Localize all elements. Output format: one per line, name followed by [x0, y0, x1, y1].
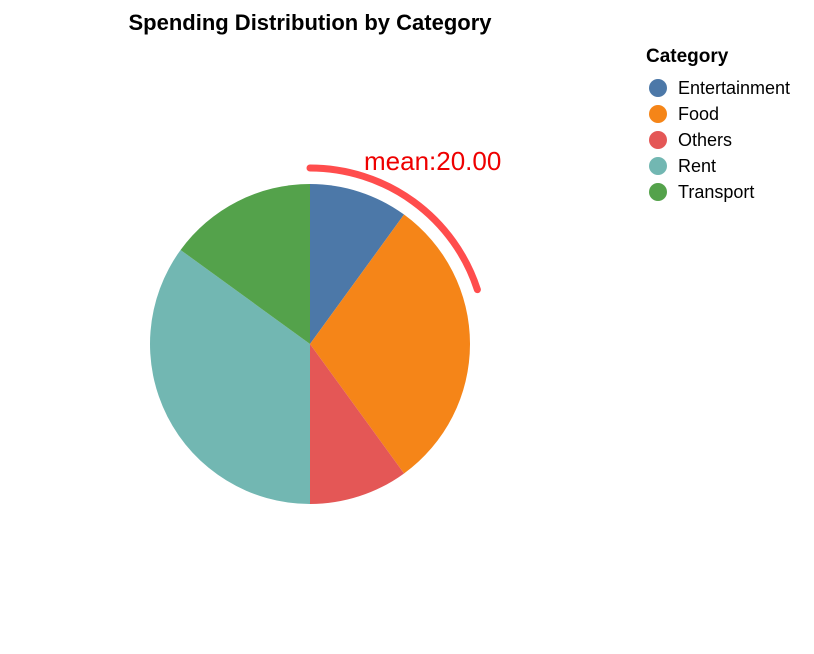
pie-slices	[150, 184, 471, 504]
pie-slice-others	[310, 344, 405, 504]
legend-label-transport: Transport	[678, 182, 754, 202]
pie-slice-entertainment	[310, 184, 405, 344]
mean-annotation-arc	[306, 164, 481, 294]
legend-label-entertainment: Entertainment	[678, 78, 790, 98]
legend-label-others: Others	[678, 130, 732, 150]
legend-swatch-transport	[649, 183, 667, 201]
legend-swatch-others	[649, 131, 667, 149]
pie-slice-rent	[150, 249, 310, 504]
legend: Category Entertainment Food Others Rent Tran…	[646, 46, 790, 202]
legend-label-rent: Rent	[678, 156, 716, 176]
legend-swatch-entertainment	[649, 79, 667, 97]
chart-title: Spending Distribution by Category	[128, 10, 492, 35]
legend-swatch-food	[649, 105, 667, 123]
mean-annotation-label: mean:20.00	[364, 146, 501, 176]
legend-label-food: Food	[678, 104, 719, 124]
pie-slice-transport	[180, 184, 310, 344]
legend-swatch-rent	[649, 157, 667, 175]
pie-slice-food	[310, 214, 471, 474]
legend-title: Category	[646, 46, 729, 67]
